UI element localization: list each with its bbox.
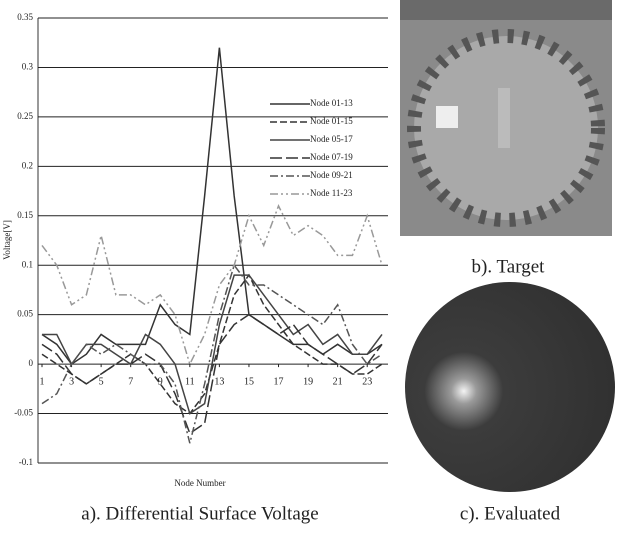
x-tick-label: 19 (303, 376, 313, 387)
y-tick-label: 0.3 (22, 62, 34, 72)
legend-label: Node 07-19 (310, 152, 353, 162)
figure: a). Differential Surface Voltage b). Tar… (0, 0, 620, 529)
x-tick-label: 1 (40, 376, 45, 387)
legend-label: Node 11-23 (310, 188, 353, 198)
x-tick-label: 5 (99, 376, 104, 387)
x-axis-label: Node Number (174, 478, 225, 488)
caption: c). Evaluated (460, 503, 561, 524)
y-tick-label: 0.25 (17, 111, 33, 121)
x-tick-label: 15 (244, 376, 254, 387)
legend-label: Node 01-15 (310, 116, 353, 126)
series-line (42, 48, 382, 364)
y-tick-label: 0.1 (22, 259, 33, 269)
series-line (42, 265, 382, 443)
x-tick-label: 21 (333, 376, 343, 387)
x-tick-label: 3 (69, 376, 74, 387)
target-image (400, 0, 612, 236)
y-tick-label: 0.2 (22, 160, 33, 170)
y-tick-label: 0.05 (17, 309, 33, 319)
y-tick-label: 0.15 (17, 210, 33, 220)
legend-label: Node 09-21 (310, 170, 353, 180)
y-tick-label: 0 (29, 358, 34, 368)
x-tick-label: 23 (362, 376, 372, 387)
page: {"chart_data": {"type": "line", "x_label… (0, 0, 620, 529)
x-tick-label: 11 (185, 376, 195, 387)
x-tick-label: 13 (214, 376, 224, 387)
x-tick-label: 7 (128, 376, 133, 387)
y-tick-label: -0.1 (19, 457, 33, 467)
y-tick-label: 0.35 (17, 12, 33, 22)
evaluated-image (405, 282, 615, 492)
legend-label: Node 05-17 (310, 134, 353, 144)
series-line (42, 206, 382, 364)
legend-label: Node 01-13 (310, 98, 353, 108)
caption: b). Target (472, 256, 546, 277)
y-axis-label: Voltage[V] (2, 220, 12, 260)
series-line (42, 275, 382, 413)
caption: a). Differential Surface Voltage (81, 503, 318, 524)
series-line (42, 315, 382, 434)
x-tick-label: 17 (274, 376, 284, 387)
y-tick-label: -0.05 (14, 408, 33, 418)
